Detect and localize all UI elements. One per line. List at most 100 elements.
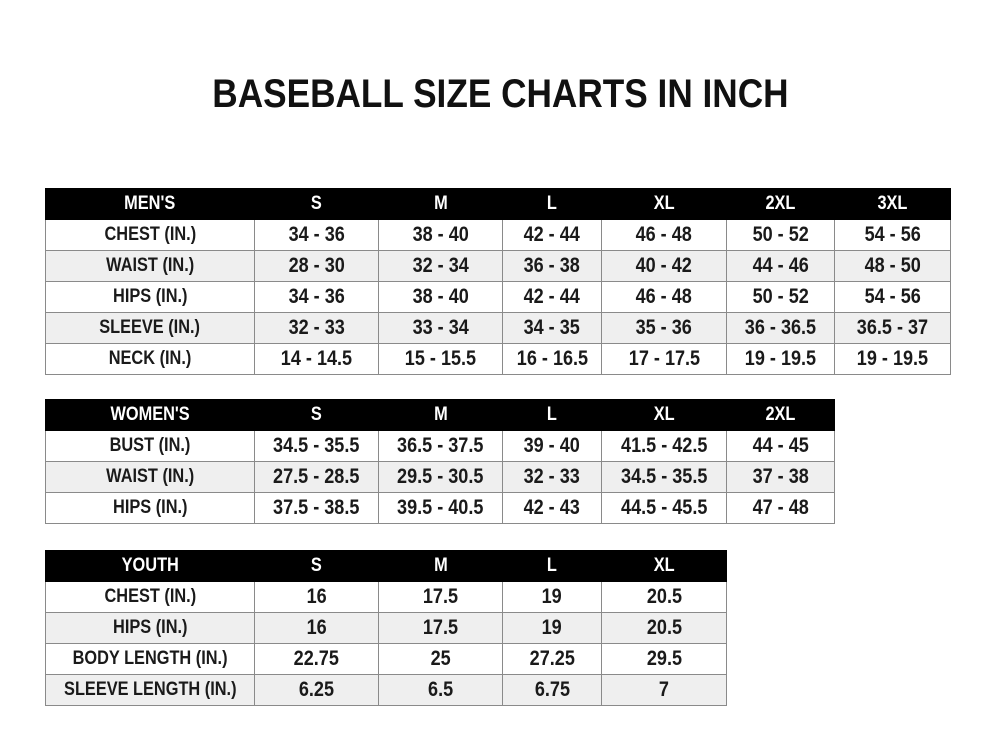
- table-cell: 25: [378, 643, 503, 675]
- row-label: SLEEVE LENGTH (IN.): [45, 674, 255, 706]
- table-row: WAIST (IN.) 28 - 30 32 - 34 36 - 38 40 - 42 4…: [45, 250, 951, 282]
- table-row: HIPS (IN.) 37.5 - 38.5 39.5 - 40.5 42 - 43 4…: [45, 492, 835, 524]
- table-cell: 44.5 - 45.5: [601, 492, 727, 524]
- row-label: HIPS (IN.): [45, 612, 255, 644]
- table-row: SLEEVE (IN.) 32 - 33 33 - 34 34 - 35 35 - 36…: [45, 312, 951, 344]
- table-cell: 6.75: [502, 674, 602, 706]
- table-cell: 7: [601, 674, 727, 706]
- column-header: L: [502, 399, 602, 431]
- table-cell: 32 - 33: [502, 461, 602, 493]
- table-cell: 16 - 16.5: [502, 343, 602, 375]
- column-header: WOMEN'S: [45, 399, 255, 431]
- table-cell: 19: [502, 581, 602, 613]
- table-row: SLEEVE LENGTH (IN.) 6.25 6.5 6.75 7: [45, 674, 727, 706]
- table-header-row: WOMEN'S S M L XL 2XL: [45, 399, 835, 431]
- table-row: WAIST (IN.) 27.5 - 28.5 29.5 - 30.5 32 - 33…: [45, 461, 835, 493]
- table-cell: 32 - 34: [378, 250, 503, 282]
- table-cell: 37 - 38: [726, 461, 835, 493]
- table-cell: 40 - 42: [601, 250, 727, 282]
- table-cell: 44 - 46: [726, 250, 835, 282]
- table-cell: 19 - 19.5: [726, 343, 835, 375]
- table-cell: 46 - 48: [601, 281, 727, 313]
- row-label: CHEST (IN.): [45, 581, 255, 613]
- table-row: CHEST (IN.) 16 17.5 19 20.5: [45, 581, 727, 613]
- womens-size-table: WOMEN'S S M L XL 2XL BUST (IN.) 34.5 - 35.5 36.5…: [45, 399, 835, 524]
- table-cell: 19 - 19.5: [834, 343, 951, 375]
- table-cell: 47 - 48: [726, 492, 835, 524]
- table-cell: 17.5: [378, 581, 503, 613]
- row-label: BODY LENGTH (IN.): [45, 643, 255, 675]
- table-header-row: YOUTH S M L XL: [45, 550, 727, 582]
- table-cell: 35 - 36: [601, 312, 727, 344]
- table-cell: 54 - 56: [834, 219, 951, 251]
- table-cell: 38 - 40: [378, 281, 503, 313]
- row-label: WAIST (IN.): [45, 461, 255, 493]
- row-label: NECK (IN.): [45, 343, 255, 375]
- column-header: L: [502, 188, 602, 220]
- table-cell: 20.5: [601, 581, 727, 613]
- table-cell: 34.5 - 35.5: [254, 430, 379, 462]
- table-cell: 6.5: [378, 674, 503, 706]
- table-row: HIPS (IN.) 34 - 36 38 - 40 42 - 44 46 - 48 50…: [45, 281, 951, 313]
- table-cell: 37.5 - 38.5: [254, 492, 379, 524]
- column-header: XL: [601, 550, 727, 582]
- table-cell: 44 - 45: [726, 430, 835, 462]
- table-cell: 29.5 - 30.5: [378, 461, 503, 493]
- table-cell: 46 - 48: [601, 219, 727, 251]
- table-cell: 6.25: [254, 674, 379, 706]
- column-header: MEN'S: [45, 188, 255, 220]
- column-header: S: [254, 188, 379, 220]
- row-label: HIPS (IN.): [45, 492, 255, 524]
- table-cell: 15 - 15.5: [378, 343, 503, 375]
- table-cell: 38 - 40: [378, 219, 503, 251]
- table-cell: 34 - 36: [254, 281, 379, 313]
- youth-size-table: YOUTH S M L XL CHEST (IN.) 16 17.5 19 20.5 HIPS (I…: [45, 550, 727, 706]
- table-row: BODY LENGTH (IN.) 22.75 25 27.25 29.5: [45, 643, 727, 675]
- column-header: 3XL: [834, 188, 951, 220]
- column-header: XL: [601, 188, 727, 220]
- table-cell: 34 - 35: [502, 312, 602, 344]
- table-cell: 34.5 - 35.5: [601, 461, 727, 493]
- table-cell: 33 - 34: [378, 312, 503, 344]
- row-label: WAIST (IN.): [45, 250, 255, 282]
- table-cell: 36 - 38: [502, 250, 602, 282]
- table-row: NECK (IN.) 14 - 14.5 15 - 15.5 16 - 16.5 17 …: [45, 343, 951, 375]
- row-label: HIPS (IN.): [45, 281, 255, 313]
- table-cell: 36 - 36.5: [726, 312, 835, 344]
- row-label: CHEST (IN.): [45, 219, 255, 251]
- table-row: BUST (IN.) 34.5 - 35.5 36.5 - 37.5 39 - 40 4…: [45, 430, 835, 462]
- column-header: XL: [601, 399, 727, 431]
- table-row: CHEST (IN.) 34 - 36 38 - 40 42 - 44 46 - 48 5…: [45, 219, 951, 251]
- table-cell: 34 - 36: [254, 219, 379, 251]
- table-cell: 41.5 - 42.5: [601, 430, 727, 462]
- column-header: M: [378, 399, 503, 431]
- table-cell: 42 - 44: [502, 281, 602, 313]
- table-cell: 17 - 17.5: [601, 343, 727, 375]
- table-cell: 50 - 52: [726, 219, 835, 251]
- row-label: BUST (IN.): [45, 430, 255, 462]
- column-header: S: [254, 399, 379, 431]
- table-cell: 19: [502, 612, 602, 644]
- table-header-row: MEN'S S M L XL 2XL 3XL: [45, 188, 951, 220]
- table-cell: 16: [254, 612, 379, 644]
- table-cell: 14 - 14.5: [254, 343, 379, 375]
- mens-size-table: MEN'S S M L XL 2XL 3XL CHEST (IN.) 34 - 36 38 - 4…: [45, 188, 951, 375]
- column-header: M: [378, 188, 503, 220]
- table-cell: 36.5 - 37.5: [378, 430, 503, 462]
- table-cell: 16: [254, 581, 379, 613]
- column-header: YOUTH: [45, 550, 255, 582]
- page-title: BASEBALL SIZE CHARTS IN INCH: [211, 72, 789, 116]
- table-cell: 17.5: [378, 612, 503, 644]
- table-cell: 42 - 43: [502, 492, 602, 524]
- table-cell: 28 - 30: [254, 250, 379, 282]
- table-cell: 42 - 44: [502, 219, 602, 251]
- column-header: S: [254, 550, 379, 582]
- table-cell: 22.75: [254, 643, 379, 675]
- table-cell: 50 - 52: [726, 281, 835, 313]
- column-header: 2XL: [726, 399, 835, 431]
- table-cell: 36.5 - 37: [834, 312, 951, 344]
- column-header: 2XL: [726, 188, 835, 220]
- row-label: SLEEVE (IN.): [45, 312, 255, 344]
- table-cell: 39 - 40: [502, 430, 602, 462]
- table-cell: 27.5 - 28.5: [254, 461, 379, 493]
